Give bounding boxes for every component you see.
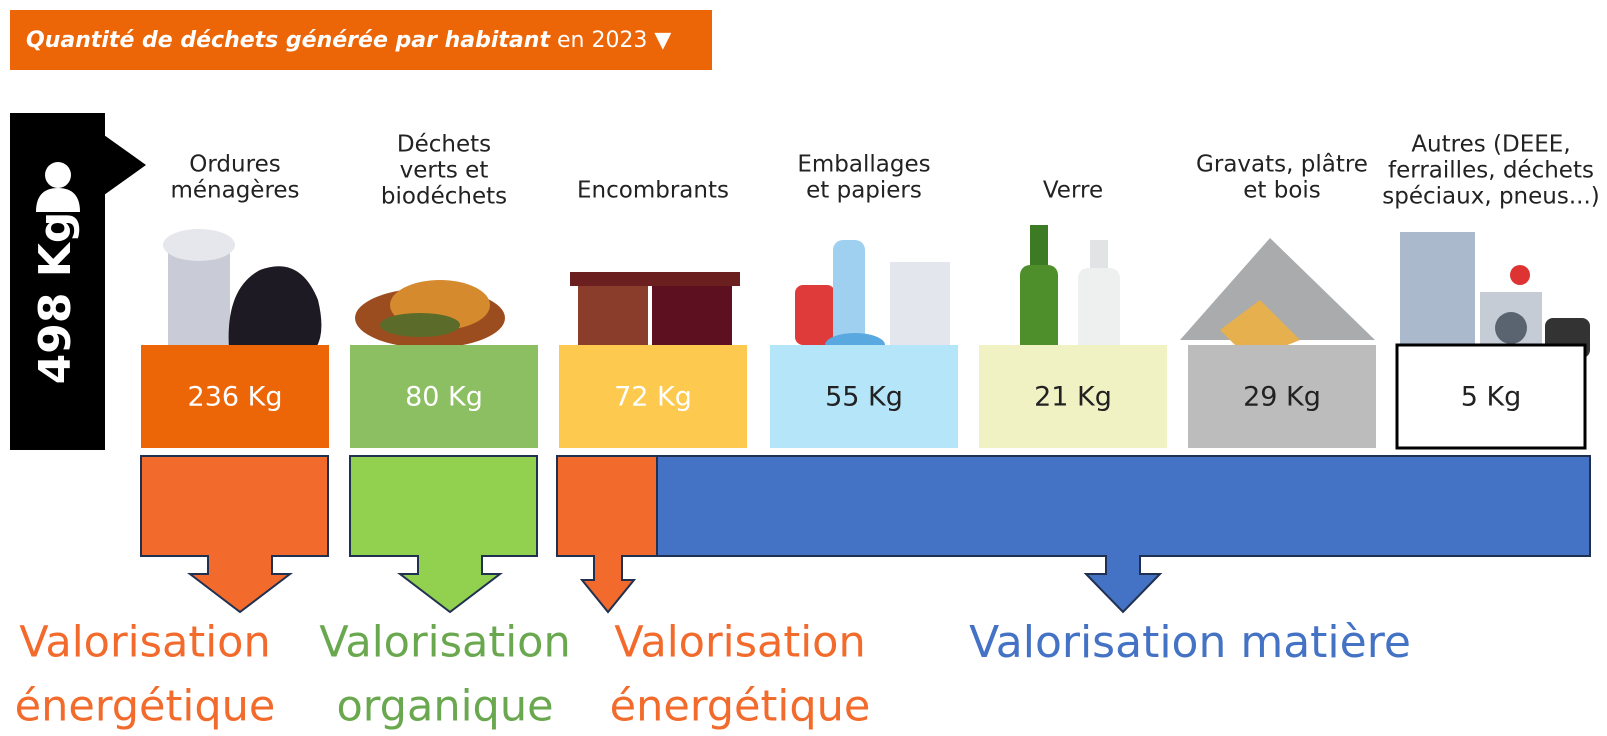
category-label: Gravats, plâtre: [1196, 152, 1368, 178]
icon-furniture: [570, 272, 740, 356]
category-label: et papiers: [806, 178, 922, 204]
header-rest: en 2023 ▼: [557, 28, 671, 53]
flow-label: énergétique: [15, 682, 276, 732]
flow-label: Valorisation: [19, 618, 270, 668]
icon-packaging: [795, 240, 950, 357]
value-label: 55 Kg: [825, 382, 903, 413]
icon-trash: [163, 229, 321, 360]
value-label: 29 Kg: [1243, 382, 1321, 413]
icon-appliances: [1400, 232, 1590, 362]
flow-label: énergétique: [610, 682, 871, 732]
category-label: spéciaux, pneus...): [1382, 184, 1599, 210]
category-label: biodéchets: [381, 184, 507, 210]
header-title: Quantité de déchets générée par habitant…: [26, 28, 671, 53]
category-label: et bois: [1243, 178, 1321, 204]
value-label: 21 Kg: [1034, 382, 1112, 413]
category-label: verts et: [400, 158, 489, 184]
person-icon: [45, 162, 71, 188]
category-label: ménagères: [170, 178, 299, 204]
icon-leaves: [355, 280, 505, 348]
category-label: Encombrants: [577, 178, 729, 204]
category-label: Ordures: [189, 152, 280, 178]
total-pointer: [104, 135, 146, 195]
flow-shapes: [141, 456, 1590, 612]
total-value: 498 Kg: [30, 212, 81, 385]
category-label: Verre: [1043, 178, 1103, 204]
value-label: 80 Kg: [405, 382, 483, 413]
category-label: Déchets: [397, 132, 491, 158]
infographic: Quantité de déchets générée par habitant…: [0, 0, 1607, 736]
header-bold: Quantité de déchets générée par habitant: [26, 28, 551, 53]
flow-label: Valorisation: [319, 618, 570, 668]
flow-label: Valorisation matière: [969, 617, 1411, 668]
value-label: 5 Kg: [1461, 382, 1522, 413]
category-label: Autres (DEEE,: [1411, 132, 1570, 158]
flow-label: organique: [336, 682, 553, 732]
category-label: ferrailles, déchets: [1388, 158, 1594, 184]
value-label: 236 Kg: [188, 382, 283, 413]
icon-bottles: [1020, 225, 1120, 366]
value-label: 72 Kg: [614, 382, 692, 413]
icon-rubble: [1180, 238, 1375, 360]
category-label: Emballages: [797, 152, 930, 178]
flow-label: Valorisation: [614, 618, 865, 668]
